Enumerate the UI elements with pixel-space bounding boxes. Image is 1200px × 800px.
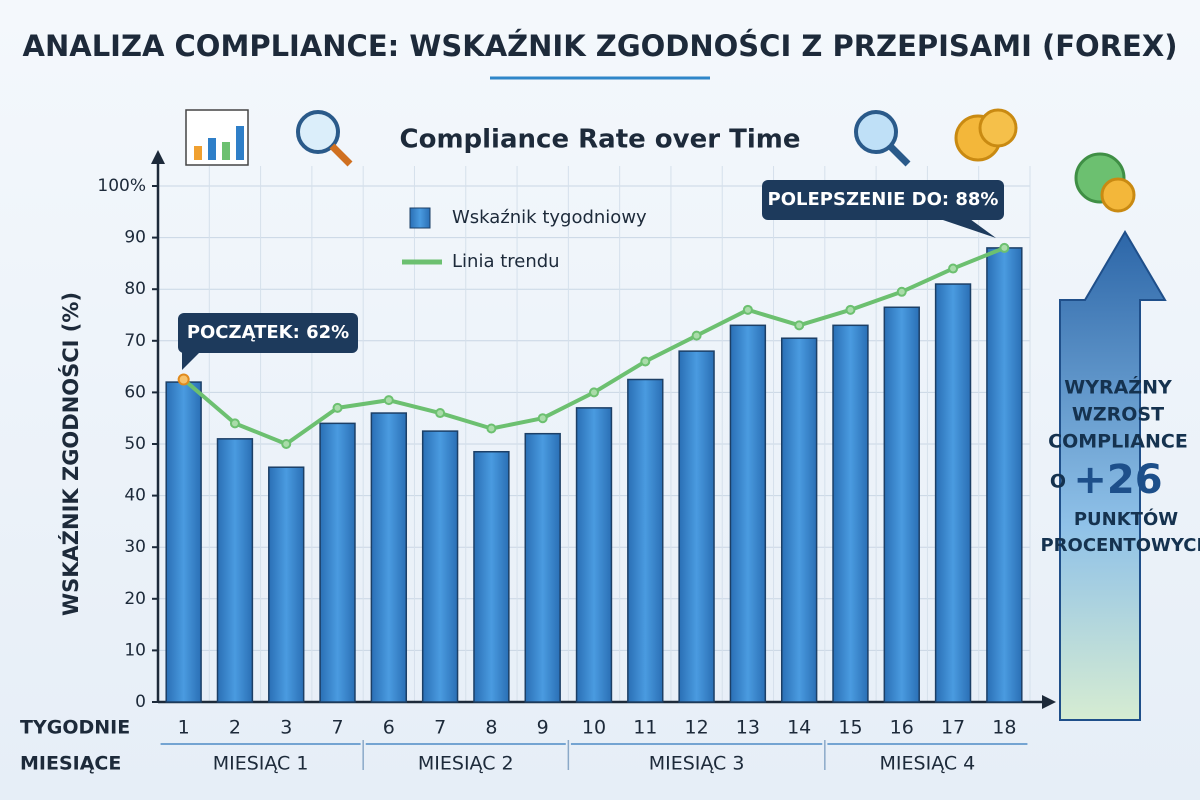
bar <box>729 324 767 703</box>
side-note-text: PUNKTÓW <box>1074 508 1178 530</box>
growth-arrow <box>1059 230 1167 721</box>
callout-pointer <box>182 352 200 370</box>
y-tick-label: 90 <box>124 228 146 248</box>
y-tick-label: 50 <box>124 434 146 454</box>
y-tick-label: 10 <box>124 640 146 660</box>
legend-label: Wskaźnik tygodniowy <box>452 207 647 228</box>
trend-point <box>435 408 446 419</box>
trend-point <box>537 413 548 424</box>
trend-point <box>229 418 240 429</box>
legend-swatch <box>409 207 431 229</box>
x-tick-label: 12 <box>684 717 708 739</box>
trend-point <box>383 395 394 406</box>
callout-box <box>178 313 358 353</box>
trend-point <box>948 263 959 274</box>
x-tick-label: 14 <box>787 717 811 739</box>
bar <box>986 247 1023 703</box>
x-tick-label: 7 <box>331 717 343 739</box>
callout-text: POCZĄTEK: 62% <box>187 322 349 343</box>
bar <box>575 407 613 703</box>
y-axis-arrow <box>151 150 165 164</box>
side-note-text: PROCENTOWYCH <box>1040 535 1200 556</box>
legend-label: Linia trendu <box>452 251 560 272</box>
chart-subtitle: Compliance Rate over Time <box>400 125 801 155</box>
bar <box>883 306 920 703</box>
trend-point <box>999 242 1010 253</box>
trend-point <box>845 304 856 315</box>
y-tick-label: 100% <box>97 176 146 196</box>
bar <box>216 438 254 703</box>
y-tick-label: 40 <box>124 486 146 506</box>
y-tick-label: 30 <box>124 537 146 557</box>
x-row-label: TYGODNIE <box>20 717 130 739</box>
bar <box>627 378 664 703</box>
x-axis-arrow <box>1042 695 1056 709</box>
month-label: MIESIĄC 3 <box>649 753 745 775</box>
callout-box <box>762 180 1004 220</box>
bar <box>421 430 459 703</box>
bar <box>832 324 869 703</box>
y-tick-label: 0 <box>135 692 146 712</box>
side-note-text: COMPLIANCE <box>1048 431 1188 453</box>
bar <box>473 450 510 703</box>
y-tick-label: 80 <box>124 279 146 299</box>
x-tick-label: 6 <box>383 717 395 739</box>
bar <box>319 422 356 703</box>
bar <box>934 283 972 703</box>
trend-point <box>640 356 651 367</box>
bar <box>370 412 408 703</box>
bar <box>165 381 202 703</box>
x-tick-label: 1 <box>178 717 190 739</box>
side-note-text: WYRAŹNY <box>1064 376 1172 399</box>
x-tick-label: 18 <box>992 717 1016 739</box>
callout-text: POLEPSZENIE DO: 88% <box>768 189 999 210</box>
y-tick-label: 70 <box>124 331 146 351</box>
trend-point <box>896 286 907 297</box>
x-tick-label: 13 <box>736 717 760 739</box>
x-tick-label: 8 <box>485 717 497 739</box>
month-label: MIESIĄC 4 <box>880 753 976 775</box>
trend-point <box>281 439 292 449</box>
side-note-highlight: +26 <box>1073 457 1162 503</box>
y-tick-label: 20 <box>124 589 146 609</box>
month-label: MIESIĄC 2 <box>418 753 514 775</box>
month-label: MIESIĄC 1 <box>213 753 309 775</box>
trend-point <box>794 320 805 331</box>
callout-pointer <box>940 219 996 238</box>
x-tick-label: 2 <box>229 717 241 739</box>
bar <box>678 350 715 703</box>
icons <box>185 108 1136 213</box>
bar <box>524 432 561 703</box>
x-tick-label: 9 <box>537 717 549 739</box>
x-tick-label: 16 <box>890 717 914 739</box>
chart-title: ANALIZA COMPLIANCE: WSKAŹNIK ZGODNOŚCI Z… <box>23 29 1178 63</box>
y-axis-label: WSKAŹNIK ZGODNOŚCI (%) <box>58 292 83 616</box>
bar <box>268 466 305 703</box>
side-note-text: WZROST <box>1072 404 1164 426</box>
x-tick-label: 7 <box>434 717 446 739</box>
trend-point <box>177 373 190 386</box>
trend-point <box>486 423 497 434</box>
x-tick-label: 15 <box>838 717 862 739</box>
bar <box>780 337 818 703</box>
trend-point <box>589 387 599 398</box>
side-note-prefix: O <box>1050 471 1066 493</box>
trend-point <box>742 304 753 315</box>
x-tick-label: 10 <box>582 717 606 739</box>
y-tick-label: 60 <box>124 382 146 402</box>
x-tick-label: 11 <box>633 717 657 739</box>
trend-point <box>691 330 702 341</box>
x-row-label: MIESIĄCE <box>20 753 121 775</box>
trend-point <box>332 402 343 413</box>
x-tick-label: 17 <box>941 717 965 739</box>
x-tick-label: 3 <box>280 717 292 739</box>
